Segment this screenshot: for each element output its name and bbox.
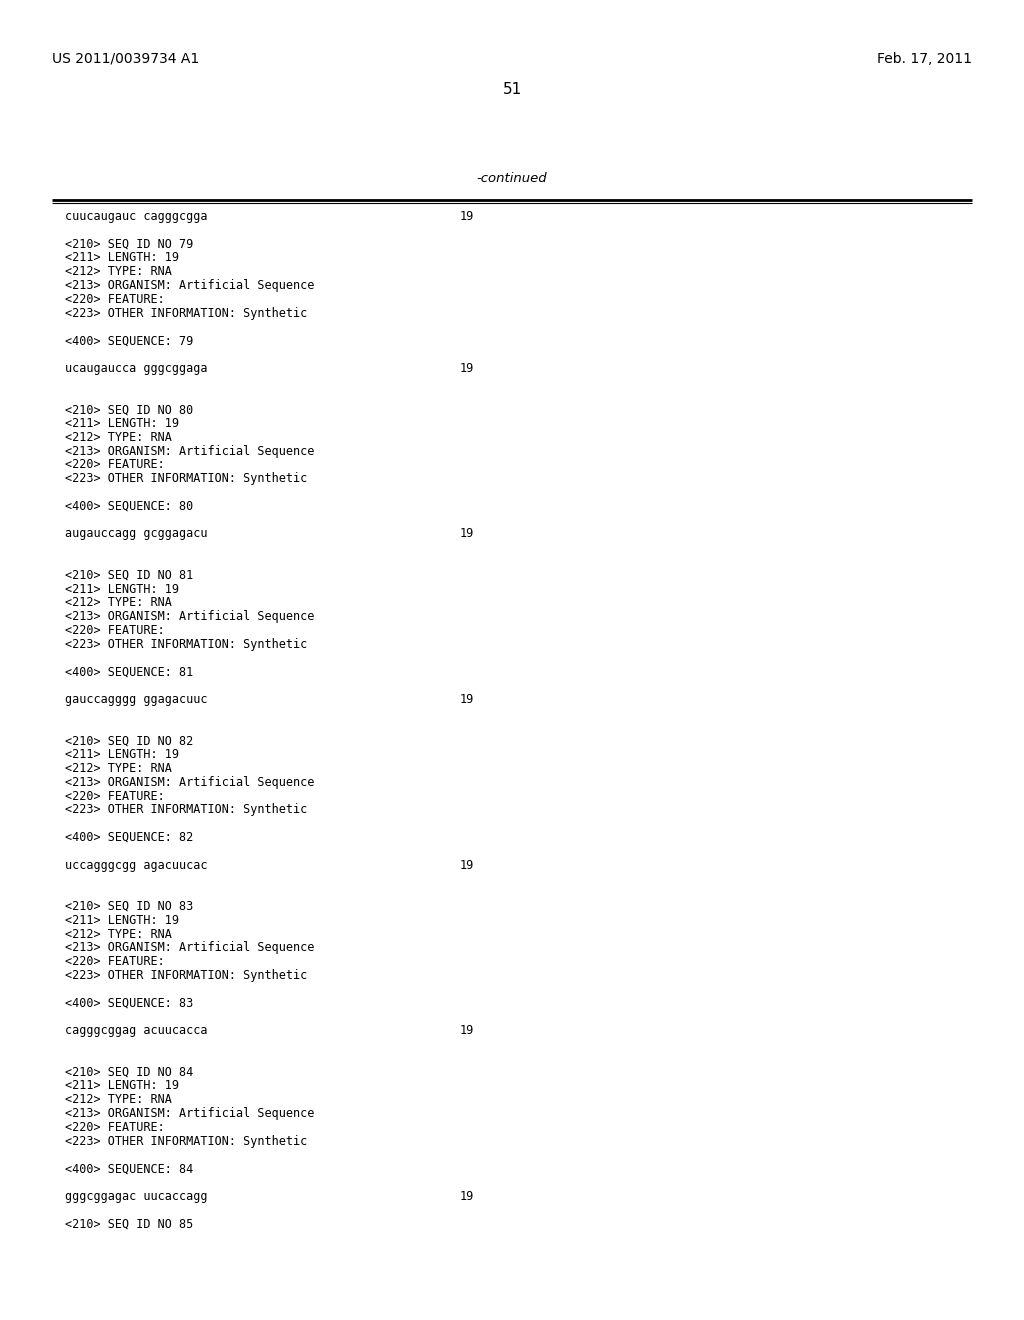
Text: <212> TYPE: RNA: <212> TYPE: RNA <box>65 430 172 444</box>
Text: <210> SEQ ID NO 83: <210> SEQ ID NO 83 <box>65 900 194 913</box>
Text: <223> OTHER INFORMATION: Synthetic: <223> OTHER INFORMATION: Synthetic <box>65 473 307 486</box>
Text: 19: 19 <box>460 528 474 540</box>
Text: cuucaugauc cagggcgga: cuucaugauc cagggcgga <box>65 210 208 223</box>
Text: ucaugaucca gggcggaga: ucaugaucca gggcggaga <box>65 362 208 375</box>
Text: <211> LENGTH: 19: <211> LENGTH: 19 <box>65 251 179 264</box>
Text: <220> FEATURE:: <220> FEATURE: <box>65 293 165 306</box>
Text: <213> ORGANISM: Artificial Sequence: <213> ORGANISM: Artificial Sequence <box>65 776 314 789</box>
Text: <220> FEATURE:: <220> FEATURE: <box>65 956 165 968</box>
Text: <213> ORGANISM: Artificial Sequence: <213> ORGANISM: Artificial Sequence <box>65 610 314 623</box>
Text: 19: 19 <box>460 1024 474 1038</box>
Text: <400> SEQUENCE: 84: <400> SEQUENCE: 84 <box>65 1162 194 1175</box>
Text: <210> SEQ ID NO 85: <210> SEQ ID NO 85 <box>65 1217 194 1230</box>
Text: 19: 19 <box>460 1189 474 1203</box>
Text: cagggcggag acuucacca: cagggcggag acuucacca <box>65 1024 208 1038</box>
Text: <210> SEQ ID NO 84: <210> SEQ ID NO 84 <box>65 1065 194 1078</box>
Text: <212> TYPE: RNA: <212> TYPE: RNA <box>65 265 172 279</box>
Text: <210> SEQ ID NO 79: <210> SEQ ID NO 79 <box>65 238 194 251</box>
Text: <400> SEQUENCE: 81: <400> SEQUENCE: 81 <box>65 665 194 678</box>
Text: <400> SEQUENCE: 79: <400> SEQUENCE: 79 <box>65 334 194 347</box>
Text: <212> TYPE: RNA: <212> TYPE: RNA <box>65 928 172 941</box>
Text: <210> SEQ ID NO 81: <210> SEQ ID NO 81 <box>65 569 194 582</box>
Text: 51: 51 <box>503 82 521 96</box>
Text: <213> ORGANISM: Artificial Sequence: <213> ORGANISM: Artificial Sequence <box>65 279 314 292</box>
Text: <400> SEQUENCE: 83: <400> SEQUENCE: 83 <box>65 997 194 1010</box>
Text: <223> OTHER INFORMATION: Synthetic: <223> OTHER INFORMATION: Synthetic <box>65 1135 307 1147</box>
Text: <213> ORGANISM: Artificial Sequence: <213> ORGANISM: Artificial Sequence <box>65 1107 314 1119</box>
Text: <220> FEATURE:: <220> FEATURE: <box>65 1121 165 1134</box>
Text: <211> LENGTH: 19: <211> LENGTH: 19 <box>65 417 179 430</box>
Text: <213> ORGANISM: Artificial Sequence: <213> ORGANISM: Artificial Sequence <box>65 941 314 954</box>
Text: <220> FEATURE:: <220> FEATURE: <box>65 789 165 803</box>
Text: <211> LENGTH: 19: <211> LENGTH: 19 <box>65 913 179 927</box>
Text: <212> TYPE: RNA: <212> TYPE: RNA <box>65 762 172 775</box>
Text: <212> TYPE: RNA: <212> TYPE: RNA <box>65 1093 172 1106</box>
Text: gauccagggg ggagacuuc: gauccagggg ggagacuuc <box>65 693 208 706</box>
Text: 19: 19 <box>460 210 474 223</box>
Text: <213> ORGANISM: Artificial Sequence: <213> ORGANISM: Artificial Sequence <box>65 445 314 458</box>
Text: gggcggagac uucaccagg: gggcggagac uucaccagg <box>65 1189 208 1203</box>
Text: 19: 19 <box>460 362 474 375</box>
Text: US 2011/0039734 A1: US 2011/0039734 A1 <box>52 51 200 66</box>
Text: <223> OTHER INFORMATION: Synthetic: <223> OTHER INFORMATION: Synthetic <box>65 638 307 651</box>
Text: uccagggcgg agacuucac: uccagggcgg agacuucac <box>65 858 208 871</box>
Text: augauccagg gcggagacu: augauccagg gcggagacu <box>65 528 208 540</box>
Text: <211> LENGTH: 19: <211> LENGTH: 19 <box>65 748 179 762</box>
Text: <223> OTHER INFORMATION: Synthetic: <223> OTHER INFORMATION: Synthetic <box>65 969 307 982</box>
Text: 19: 19 <box>460 858 474 871</box>
Text: Feb. 17, 2011: Feb. 17, 2011 <box>877 51 972 66</box>
Text: <211> LENGTH: 19: <211> LENGTH: 19 <box>65 1080 179 1093</box>
Text: -continued: -continued <box>477 172 547 185</box>
Text: <223> OTHER INFORMATION: Synthetic: <223> OTHER INFORMATION: Synthetic <box>65 804 307 816</box>
Text: <211> LENGTH: 19: <211> LENGTH: 19 <box>65 582 179 595</box>
Text: <210> SEQ ID NO 80: <210> SEQ ID NO 80 <box>65 403 194 416</box>
Text: <400> SEQUENCE: 80: <400> SEQUENCE: 80 <box>65 500 194 512</box>
Text: <210> SEQ ID NO 82: <210> SEQ ID NO 82 <box>65 734 194 747</box>
Text: <220> FEATURE:: <220> FEATURE: <box>65 624 165 638</box>
Text: <223> OTHER INFORMATION: Synthetic: <223> OTHER INFORMATION: Synthetic <box>65 306 307 319</box>
Text: <220> FEATURE:: <220> FEATURE: <box>65 458 165 471</box>
Text: <212> TYPE: RNA: <212> TYPE: RNA <box>65 597 172 610</box>
Text: 19: 19 <box>460 693 474 706</box>
Text: <400> SEQUENCE: 82: <400> SEQUENCE: 82 <box>65 832 194 843</box>
